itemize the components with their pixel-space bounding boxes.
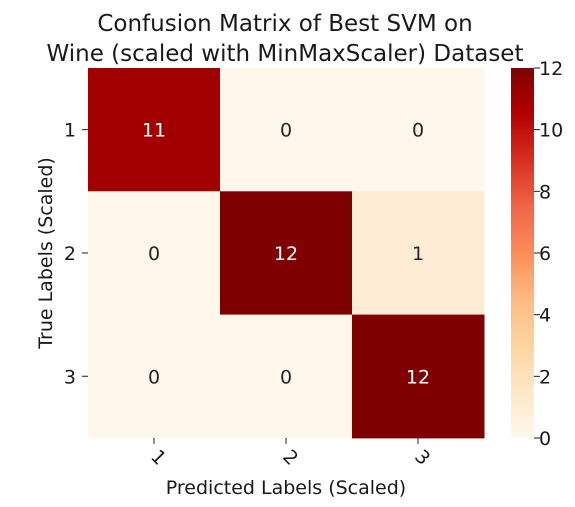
heatmap-cell xyxy=(88,314,221,439)
chart-title-line-2: Wine (scaled with MinMaxScaler) Dataset xyxy=(47,41,524,67)
cell-value-label: 0 xyxy=(280,120,292,142)
heatmap-cell xyxy=(352,68,485,192)
cell-value-label: 11 xyxy=(142,120,166,142)
y-tick-label: 3 xyxy=(64,366,76,388)
y-tick-label: 1 xyxy=(64,120,76,142)
y-axis-ticks: 1 2 3 xyxy=(64,120,88,388)
x-tick-label: 1 xyxy=(146,446,170,470)
chart-title-line-1: Confusion Matrix of Best SVM on xyxy=(97,11,472,37)
x-axis-ticks: 1 2 3 xyxy=(146,437,434,470)
heatmap-cell xyxy=(220,68,353,192)
cell-value-label: 0 xyxy=(148,243,160,265)
colorbar-tick-label: 0 xyxy=(539,428,551,450)
cell-value-label: 12 xyxy=(406,366,430,388)
colorbar-tick-label: 6 xyxy=(539,243,551,265)
x-tick-label: 3 xyxy=(410,446,434,470)
y-axis-label: True Labels (Scaled) xyxy=(35,157,57,350)
cell-value-label: 12 xyxy=(274,243,298,265)
heatmap-cell xyxy=(352,191,485,316)
heatmap-cell xyxy=(220,314,353,439)
heatmap-cell xyxy=(352,314,485,439)
colorbar-tick-label: 2 xyxy=(539,366,551,388)
colorbar-ticks: 0 2 4 6 8 10 12 xyxy=(534,58,563,450)
cell-value-label: 0 xyxy=(412,120,424,142)
heatmap-cells: 11 0 0 0 12 1 0 0 12 xyxy=(88,68,485,439)
colorbar-tick-label: 4 xyxy=(539,305,551,327)
heatmap-cell xyxy=(220,191,353,316)
colorbar-tick-label: 10 xyxy=(539,120,563,142)
cell-value-label: 0 xyxy=(280,366,292,388)
cell-value-label: 0 xyxy=(148,366,160,388)
y-tick-label: 2 xyxy=(64,243,76,265)
colorbar-tick-label: 12 xyxy=(539,58,563,80)
heatmap-cell xyxy=(88,68,221,192)
colorbar-tick-label: 8 xyxy=(539,181,551,203)
cell-value-label: 1 xyxy=(412,243,424,265)
x-tick-label: 2 xyxy=(278,446,302,470)
heatmap-cell xyxy=(88,191,221,316)
x-axis-label: Predicted Labels (Scaled) xyxy=(166,477,406,499)
colorbar xyxy=(511,68,534,438)
